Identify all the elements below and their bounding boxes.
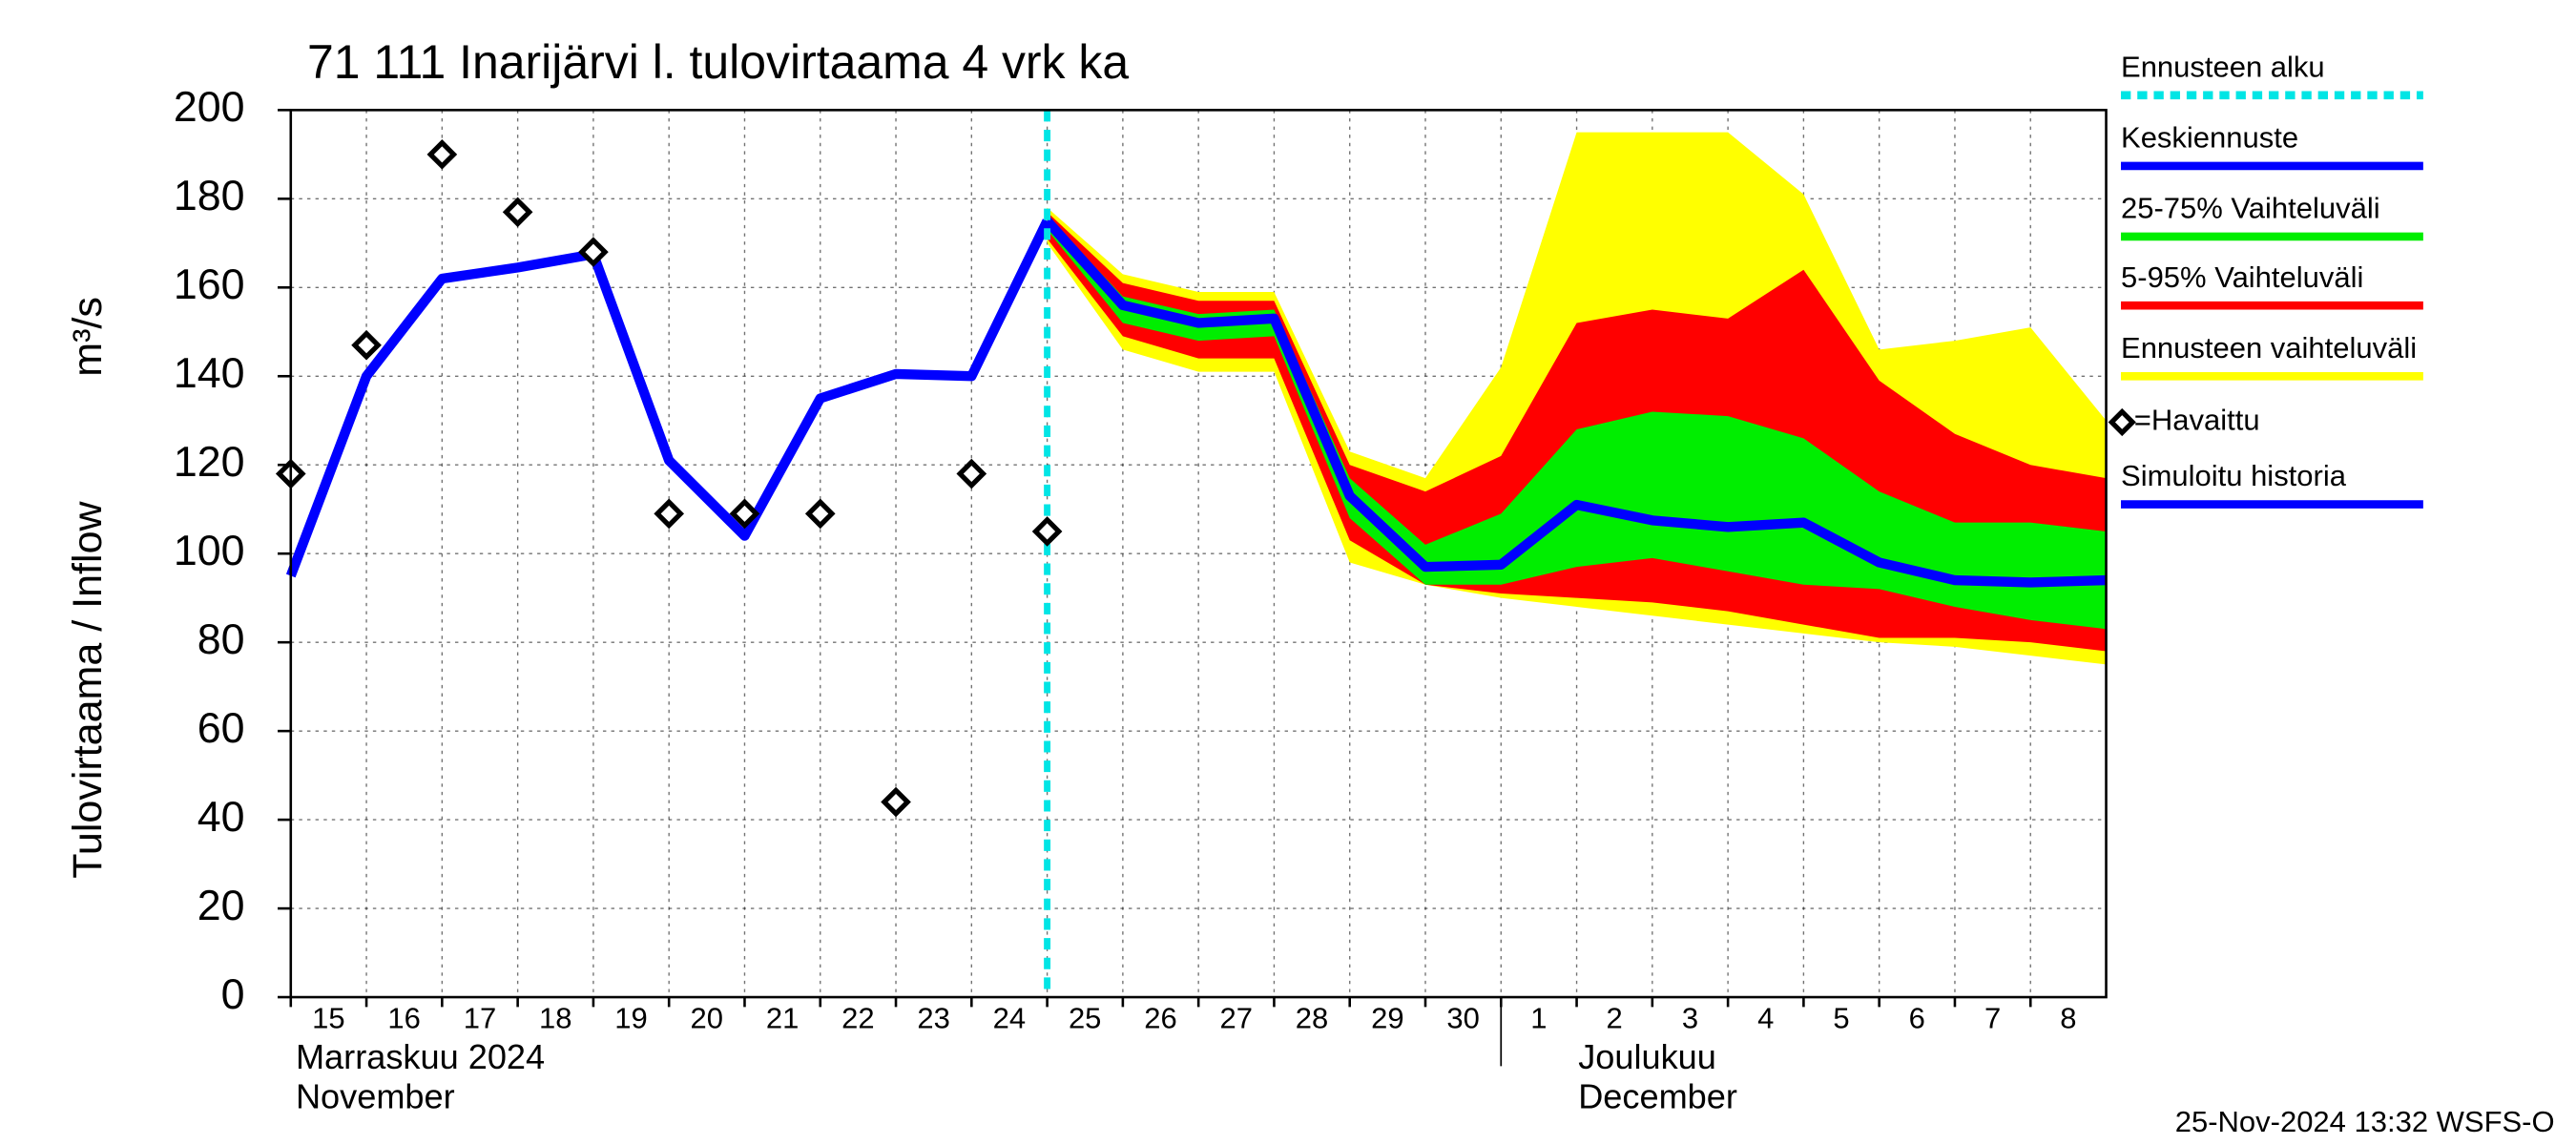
- x-tick-label: 30: [1446, 1001, 1479, 1034]
- legend-label: Keskiennuste: [2121, 121, 2298, 155]
- chart-title: 71 111 Inarijärvi l. tulovirtaama 4 vrk …: [307, 35, 1129, 89]
- plot-frame: [289, 109, 2108, 999]
- observed-point: [804, 498, 836, 530]
- x-tick-label: 18: [539, 1001, 571, 1034]
- x-tick-label: 15: [312, 1001, 344, 1034]
- x-tick-label: 16: [387, 1001, 420, 1034]
- x-tick-label: 1: [1530, 1001, 1547, 1034]
- legend-label: Ennusteen alku: [2121, 50, 2325, 83]
- x-tick-label: 24: [993, 1001, 1026, 1034]
- y-tick-label: 200: [174, 83, 245, 131]
- x-tick-label: 6: [1909, 1001, 1925, 1034]
- x-tick-label: 7: [1984, 1001, 2001, 1034]
- y-tick-label: 140: [174, 349, 245, 397]
- legend-label: 25-75% Vaihteluväli: [2121, 192, 2380, 225]
- x-tick-label: 8: [2060, 1001, 2076, 1034]
- y-tick-label: 100: [174, 527, 245, 574]
- legend-label: Simuloitu historia: [2121, 459, 2347, 492]
- y-axis-label: Tulovirtaama / Inflow: [65, 501, 111, 879]
- x-tick-label: 17: [464, 1001, 496, 1034]
- observed-point: [1031, 516, 1063, 547]
- observed-point: [426, 139, 458, 170]
- month-label: December: [1578, 1076, 1737, 1115]
- month-label: November: [296, 1076, 455, 1115]
- x-tick-label: 28: [1296, 1001, 1328, 1034]
- legend-label: =Havaittu: [2134, 404, 2260, 437]
- observed-point: [502, 197, 533, 228]
- x-tick-label: 5: [1833, 1001, 1849, 1034]
- x-tick-label: 4: [1757, 1001, 1774, 1034]
- observed-point: [654, 498, 685, 530]
- observed-point: [578, 237, 609, 267]
- legend-label: Ennusteen vaihteluväli: [2121, 331, 2417, 364]
- legend-label: 5-95% Vaihteluväli: [2121, 260, 2363, 294]
- series-line: [285, 219, 1052, 578]
- observed-point: [729, 498, 760, 530]
- y-tick-label: 160: [174, 260, 245, 308]
- x-tick-label: 27: [1220, 1001, 1253, 1034]
- y-axis-unit: m³/s: [65, 297, 111, 377]
- x-tick-label: 19: [614, 1001, 647, 1034]
- x-tick-label: 3: [1682, 1001, 1698, 1034]
- y-tick-label: 60: [197, 704, 245, 752]
- x-tick-label: 29: [1371, 1001, 1403, 1034]
- month-label: Joulukuu: [1578, 1037, 1716, 1076]
- observed-point: [881, 786, 911, 818]
- x-tick-label: 23: [917, 1001, 949, 1034]
- y-tick-label: 80: [197, 615, 245, 663]
- y-tick-label: 20: [197, 882, 245, 929]
- y-tick-label: 180: [174, 172, 245, 219]
- x-tick-label: 21: [766, 1001, 799, 1034]
- observed-point: [351, 329, 382, 361]
- x-tick-label: 26: [1144, 1001, 1176, 1034]
- month-label: Marraskuu 2024: [296, 1037, 545, 1076]
- forecast-band: [1047, 216, 2107, 630]
- series-line: [1043, 218, 2107, 588]
- x-tick-label: 2: [1607, 1001, 1623, 1034]
- x-tick-label: 20: [691, 1001, 723, 1034]
- legend-swatch: [2108, 407, 2136, 437]
- x-tick-label: 25: [1069, 1001, 1101, 1034]
- y-tick-label: 40: [197, 793, 245, 841]
- x-tick-label: 22: [841, 1001, 874, 1034]
- timestamp: 25-Nov-2024 13:32 WSFS-O: [2175, 1105, 2555, 1138]
- observed-point: [956, 458, 987, 489]
- y-tick-label: 120: [174, 438, 245, 486]
- y-tick-label: 0: [221, 970, 245, 1018]
